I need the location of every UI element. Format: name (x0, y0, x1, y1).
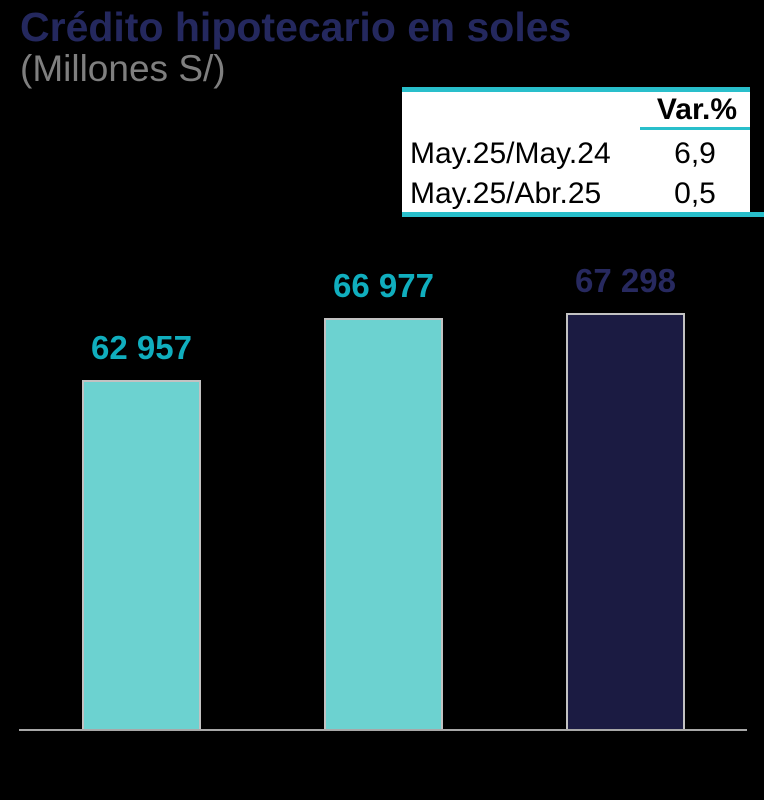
table-header-var: Var.% (656, 93, 737, 126)
bar-value-label-0: 62 957 (91, 329, 192, 366)
table-row: May.25/May.24 6,9 (402, 136, 750, 172)
bar-value-label-1: 66 977 (333, 267, 434, 304)
row-value: 0,5 (674, 177, 716, 210)
chart-title: Crédito hipotecario en soles (20, 4, 572, 50)
bar-0 (82, 380, 201, 731)
bar-2 (566, 313, 685, 731)
table-row: May.25/Abr.25 0,5 (402, 176, 750, 212)
variation-table: Var.% May.25/May.24 6,9 May.25/Abr.25 0,… (402, 92, 750, 212)
table-bottom-border (402, 212, 764, 217)
chart-subtitle: (Millones S/) (20, 48, 226, 89)
bar-1 (324, 318, 443, 731)
table-header-underline (640, 127, 750, 130)
row-label: May.25/May.24 (410, 137, 611, 170)
row-label: May.25/Abr.25 (410, 177, 602, 210)
x-axis-line (19, 729, 747, 731)
bar-value-label-2: 67 298 (575, 262, 676, 299)
row-value: 6,9 (674, 137, 716, 170)
table-top-border (402, 87, 750, 92)
